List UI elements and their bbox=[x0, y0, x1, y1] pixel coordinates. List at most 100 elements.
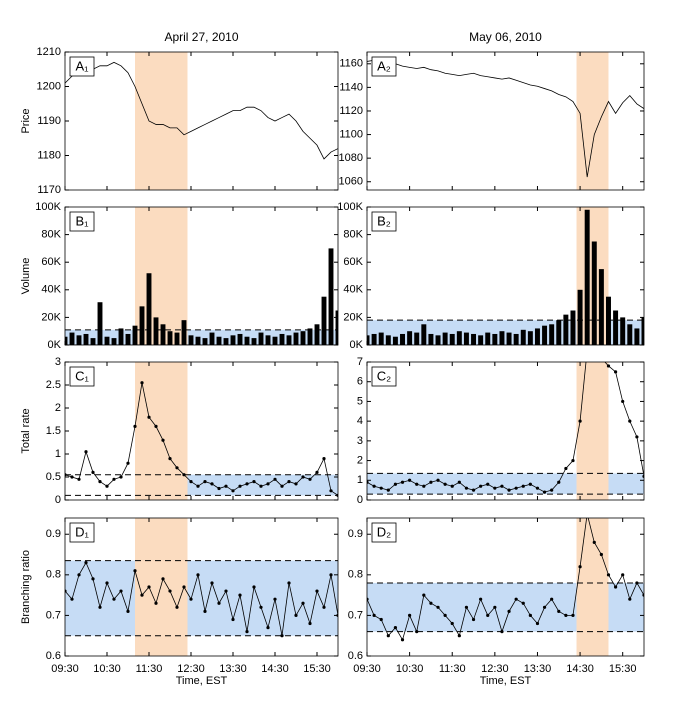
bar bbox=[620, 317, 626, 345]
marker bbox=[514, 486, 518, 490]
marker bbox=[322, 457, 326, 461]
marker bbox=[112, 477, 116, 481]
y-tick-label: 7 bbox=[357, 356, 363, 368]
marker bbox=[210, 581, 214, 585]
y-tick-label: 80K bbox=[343, 229, 363, 241]
bar bbox=[506, 332, 512, 345]
bar bbox=[132, 325, 138, 345]
bar bbox=[181, 320, 187, 345]
bar bbox=[65, 336, 68, 345]
bar bbox=[428, 333, 434, 345]
marker bbox=[322, 605, 326, 609]
bar bbox=[478, 335, 484, 345]
marker bbox=[542, 605, 547, 609]
y-tick-label: 100K bbox=[337, 201, 363, 213]
bar bbox=[160, 324, 166, 345]
y-tick-label: 0.7 bbox=[46, 609, 61, 621]
highlight-span bbox=[576, 362, 609, 500]
marker bbox=[479, 597, 483, 601]
marker bbox=[105, 484, 109, 488]
marker bbox=[386, 634, 390, 638]
marker bbox=[105, 581, 109, 585]
marker bbox=[154, 601, 158, 605]
y-tick-label: 3 bbox=[357, 435, 363, 447]
bar bbox=[286, 335, 292, 345]
marker bbox=[140, 593, 144, 597]
bar bbox=[237, 333, 243, 345]
y-tick-label: 100K bbox=[35, 201, 61, 213]
y-tick-label: 0 bbox=[55, 494, 61, 506]
y-tick-label: 6 bbox=[357, 376, 363, 388]
y-tick-label: 20K bbox=[343, 311, 363, 323]
marker bbox=[329, 573, 333, 577]
marker bbox=[564, 613, 568, 618]
marker bbox=[450, 484, 454, 488]
y-tick-label: 1 bbox=[55, 448, 61, 460]
marker bbox=[479, 484, 483, 488]
panel-label-box bbox=[69, 211, 95, 232]
marker bbox=[119, 475, 123, 479]
marker bbox=[294, 613, 298, 618]
marker bbox=[133, 569, 137, 573]
y-axis-label: Price bbox=[20, 108, 32, 133]
y-tick-label: 1180 bbox=[37, 149, 61, 161]
y-tick-label: 1140 bbox=[339, 81, 363, 93]
y-tick-label: 4 bbox=[357, 415, 363, 427]
bar bbox=[471, 333, 477, 345]
bar bbox=[591, 241, 597, 345]
marker bbox=[586, 512, 589, 515]
marker bbox=[182, 585, 186, 589]
bar bbox=[520, 329, 526, 345]
marker bbox=[500, 630, 504, 634]
marker bbox=[308, 621, 312, 626]
axes-frame bbox=[64, 517, 339, 657]
marker bbox=[635, 581, 639, 585]
marker bbox=[224, 484, 228, 488]
marker bbox=[70, 475, 74, 479]
highlight-span bbox=[135, 362, 188, 500]
bar bbox=[97, 302, 103, 345]
bar bbox=[307, 328, 313, 345]
marker bbox=[301, 601, 305, 605]
marker bbox=[613, 585, 618, 589]
bar bbox=[146, 273, 152, 345]
y-tick-label: 1190 bbox=[37, 115, 61, 127]
plot-area bbox=[65, 518, 338, 656]
y-tick-label: 1060 bbox=[339, 176, 363, 188]
marker bbox=[600, 356, 603, 359]
y-tick-label: 0.7 bbox=[348, 609, 363, 621]
x-tick-label: 12:30 bbox=[481, 663, 509, 675]
bar bbox=[634, 328, 640, 345]
y-tick-label: 5 bbox=[357, 395, 363, 407]
y-tick-label: 1.5 bbox=[46, 425, 61, 437]
marker bbox=[91, 577, 95, 581]
bar bbox=[209, 332, 215, 345]
bar bbox=[421, 324, 427, 345]
y-tick-label: 40K bbox=[343, 284, 363, 296]
marker bbox=[273, 477, 277, 481]
marker bbox=[578, 419, 582, 423]
bar bbox=[627, 324, 633, 345]
bar bbox=[118, 328, 124, 345]
axes-frame bbox=[366, 361, 645, 501]
marker bbox=[450, 621, 454, 626]
panel-label: C₂ bbox=[377, 368, 391, 383]
marker bbox=[379, 486, 383, 490]
bar bbox=[335, 310, 338, 345]
y-tick-label: 0.8 bbox=[46, 569, 61, 581]
y-tick-label: 0 bbox=[357, 494, 363, 506]
marker bbox=[70, 597, 74, 601]
marker bbox=[259, 605, 263, 609]
marker bbox=[379, 617, 383, 622]
y-tick-label: 1080 bbox=[339, 152, 363, 164]
bar bbox=[265, 335, 271, 345]
panel-label: B₂ bbox=[377, 213, 391, 228]
marker bbox=[535, 486, 540, 490]
y-tick-label: 0.6 bbox=[348, 650, 363, 662]
bar bbox=[385, 335, 391, 345]
bar bbox=[321, 296, 327, 345]
y-tick-label: 2 bbox=[357, 454, 363, 466]
marker bbox=[252, 585, 256, 589]
marker bbox=[550, 488, 554, 492]
panel-label: A₂ bbox=[377, 58, 391, 73]
